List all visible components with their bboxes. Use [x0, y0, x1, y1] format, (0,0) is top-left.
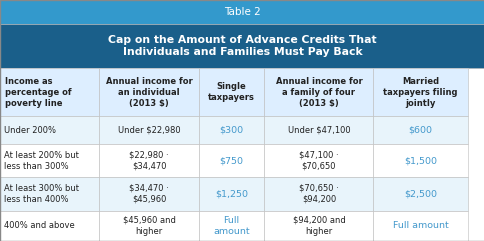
Bar	[373, 177, 467, 211]
Bar	[99, 211, 198, 241]
Bar	[198, 177, 264, 211]
Text: $1,250: $1,250	[214, 189, 248, 198]
Bar	[99, 116, 198, 144]
Text: $70,650 ·
$94,200: $70,650 · $94,200	[299, 184, 338, 204]
Bar	[198, 211, 264, 241]
Bar	[99, 144, 198, 177]
Text: $34,470 ·
$45,960: $34,470 · $45,960	[129, 184, 168, 204]
Text: Full amount: Full amount	[392, 221, 448, 230]
Text: $750: $750	[219, 156, 243, 165]
Bar	[373, 116, 467, 144]
Bar	[198, 116, 264, 144]
Bar	[264, 177, 373, 211]
Text: Under $22,980: Under $22,980	[118, 126, 180, 135]
Text: $300: $300	[219, 126, 243, 135]
Bar	[198, 68, 264, 116]
Bar	[264, 211, 373, 241]
Bar	[264, 116, 373, 144]
Bar	[264, 68, 373, 116]
Text: Married
taxpayers filing
jointly: Married taxpayers filing jointly	[383, 77, 457, 108]
Text: Annual income for
an individual
(2013 $): Annual income for an individual (2013 $)	[106, 77, 192, 108]
Bar	[99, 68, 198, 116]
Text: Single
taxpayers: Single taxpayers	[208, 82, 255, 102]
Text: Cap on the Amount of Advance Credits That
Individuals and Families Must Pay Back: Cap on the Amount of Advance Credits Tha…	[108, 35, 376, 57]
Text: $600: $600	[408, 126, 432, 135]
Bar	[0, 24, 484, 68]
Text: $47,100 ·
$70,650: $47,100 · $70,650	[299, 151, 338, 171]
Bar	[0, 177, 99, 211]
Bar	[373, 144, 467, 177]
Text: $45,960 and
higher: $45,960 and higher	[122, 216, 175, 236]
Bar	[0, 116, 99, 144]
Text: Under 200%: Under 200%	[4, 126, 56, 135]
Text: Table 2: Table 2	[224, 7, 260, 17]
Text: Full
amount: Full amount	[213, 216, 249, 236]
Text: $2,500: $2,500	[403, 189, 437, 198]
Bar	[0, 144, 99, 177]
Bar	[0, 0, 484, 24]
Bar	[373, 68, 467, 116]
Bar	[0, 68, 99, 116]
Text: $1,500: $1,500	[403, 156, 437, 165]
Bar	[198, 144, 264, 177]
Text: At least 300% but
less than 400%: At least 300% but less than 400%	[4, 184, 79, 204]
Bar	[373, 211, 467, 241]
Text: At least 200% but
less than 300%: At least 200% but less than 300%	[4, 151, 78, 171]
Text: $94,200 and
higher: $94,200 and higher	[292, 216, 345, 236]
Bar	[264, 144, 373, 177]
Text: Income as
percentage of
poverty line: Income as percentage of poverty line	[5, 77, 71, 108]
Text: 400% and above: 400% and above	[4, 221, 75, 230]
Text: $22,980 ·
$34,470: $22,980 · $34,470	[129, 151, 168, 171]
Bar	[0, 211, 99, 241]
Bar	[99, 177, 198, 211]
Text: Under $47,100: Under $47,100	[287, 126, 349, 135]
Text: Annual income for
a family of four
(2013 $): Annual income for a family of four (2013…	[275, 77, 362, 108]
